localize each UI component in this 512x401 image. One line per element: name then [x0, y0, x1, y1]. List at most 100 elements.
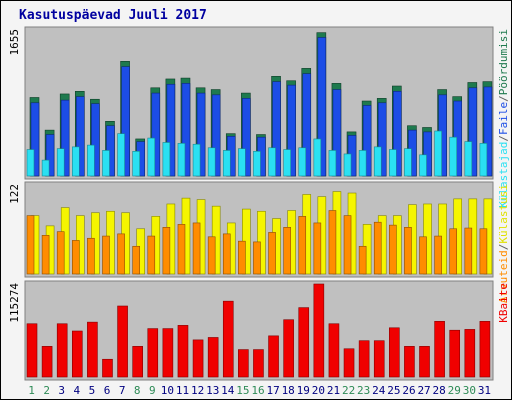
bar-Külastajad-16	[253, 150, 261, 177]
bar-Arvuteid-30	[464, 227, 473, 275]
bar-KBaite-18	[283, 319, 294, 378]
x-tick-label: 22	[342, 384, 355, 397]
x-tick-label: 25	[387, 384, 400, 397]
bar-KBaite-30	[464, 329, 476, 378]
bar-KBaite-9	[147, 328, 159, 378]
bar-Külastajad-31	[479, 143, 488, 177]
bar-Külastajad-24	[373, 146, 382, 177]
bar-Faile-7	[121, 66, 130, 177]
bar-Külastajad-7	[117, 133, 125, 177]
bar-Arvuteid-12	[192, 222, 201, 275]
x-tick-label: 9	[149, 384, 156, 397]
x-tick-label: 24	[372, 384, 386, 397]
x-tick-label: 30	[463, 384, 476, 397]
bar-Faile-31	[483, 86, 493, 177]
x-tick-label: 7	[119, 384, 126, 397]
bar-Arvuteid-20	[313, 222, 322, 275]
bar-Arvuteid-19	[298, 216, 307, 275]
x-axis-labels: 1 2 3 4 5 6 7 8 9 10 11 12 13 14 15 16 17 18 19 20 21 22 23 24 2…	[28, 384, 491, 397]
bar-Külastajad-30	[464, 141, 473, 177]
bar-Külastajad-14	[222, 150, 231, 177]
bar-Faile-25	[393, 91, 402, 177]
bar-Külastajad-13	[207, 147, 216, 177]
bar-Faile-4	[75, 96, 85, 177]
bar-Arvuteid-15	[238, 240, 246, 275]
side-legend-item: Pöördumisi	[497, 29, 510, 95]
bar-KBaite-19	[298, 307, 310, 378]
bar-Külastajad-5	[87, 144, 95, 177]
bar-Külastajad-29	[449, 136, 458, 177]
x-tick-label: 18	[282, 384, 295, 397]
bar-KBaite-4	[71, 330, 83, 378]
side-legend-item: Külastusi	[497, 184, 510, 244]
bar-Külastajad-3	[56, 148, 65, 177]
bar-KBaite-2	[41, 346, 53, 378]
bar-KBaite-23	[358, 340, 370, 378]
bar-Faile-10	[166, 83, 176, 177]
x-tick-label: 13	[206, 384, 219, 397]
bar-Faile-9	[151, 92, 161, 177]
bar-KBaite-22	[343, 348, 355, 378]
x-tick-label: 21	[327, 384, 340, 397]
x-tick-label: 20	[312, 384, 325, 397]
bar-Arvuteid-24	[373, 221, 382, 275]
bar-KBaite-13	[207, 337, 219, 378]
bar-Faile-12	[196, 92, 206, 177]
x-tick-label: 17	[266, 384, 279, 397]
y-max-label-middle: 122	[8, 184, 21, 204]
bar-Arvuteid-2	[41, 235, 50, 275]
bar-Faile-23	[362, 105, 372, 177]
bar-KBaite-17	[268, 335, 279, 378]
bar-Arvuteid-13	[207, 236, 216, 275]
bar-KBaite-5	[87, 321, 98, 378]
bar-Külastajad-9	[147, 137, 156, 177]
bar-Külastajad-23	[358, 150, 367, 177]
x-tick-label: 15	[236, 384, 249, 397]
side-legend-item: KBaite	[497, 283, 510, 323]
bar-KBaite-1	[26, 323, 38, 378]
bar-Külastajad-18	[283, 149, 291, 177]
x-tick-label: 31	[478, 384, 491, 397]
bar-Külastajad-8	[132, 150, 140, 177]
bar-Arvuteid-8	[132, 245, 140, 275]
bar-Arvuteid-14	[222, 233, 231, 275]
bar-Faile-18	[287, 84, 296, 177]
bar-Arvuteid-31	[479, 228, 488, 275]
bar-Faile-20	[317, 37, 327, 177]
side-legend-top: Külastajad/Faile/Pöördumisi	[497, 29, 510, 208]
bar-Arvuteid-18	[283, 227, 291, 275]
side-legend-item: /	[497, 244, 510, 251]
bar-Arvuteid-28	[434, 235, 442, 275]
bar-Faile-30	[468, 87, 478, 177]
bar-KBaite-27	[419, 346, 430, 378]
bar-KBaite-10	[162, 328, 174, 378]
bar-Arvuteid-25	[389, 224, 397, 275]
side-legend-item: Külastajad	[497, 142, 510, 208]
bar-Külastajad-25	[389, 149, 397, 177]
x-tick-label: 27	[417, 384, 430, 397]
side-legend-item: Arvuteid	[497, 250, 510, 303]
bar-KBaite-7	[117, 305, 128, 378]
bar-Külastajad-6	[102, 150, 110, 177]
bar-Arvuteid-22	[343, 215, 352, 275]
x-tick-label: 8	[134, 384, 141, 397]
bar-Arvuteid-3	[56, 231, 65, 275]
x-tick-label: 2	[43, 384, 50, 397]
bar-KBaite-16	[253, 349, 264, 378]
bar-KBaite-26	[404, 346, 415, 378]
bar-Arvuteid-10	[162, 227, 171, 275]
bar-Arvuteid-5	[87, 237, 95, 275]
bar-Külastajad-2	[41, 159, 50, 177]
panel-middle: 122 Arvuteid/Külastusi	[8, 181, 510, 303]
bar-Arvuteid-26	[404, 227, 412, 275]
bar-Külastajad-27	[419, 154, 427, 177]
bar-Külastajad-19	[298, 147, 307, 177]
side-legend-item: /	[497, 95, 510, 102]
bar-Külastajad-1	[26, 149, 35, 177]
side-legend-item: /	[497, 135, 510, 142]
bar-Arvuteid-7	[117, 233, 125, 275]
